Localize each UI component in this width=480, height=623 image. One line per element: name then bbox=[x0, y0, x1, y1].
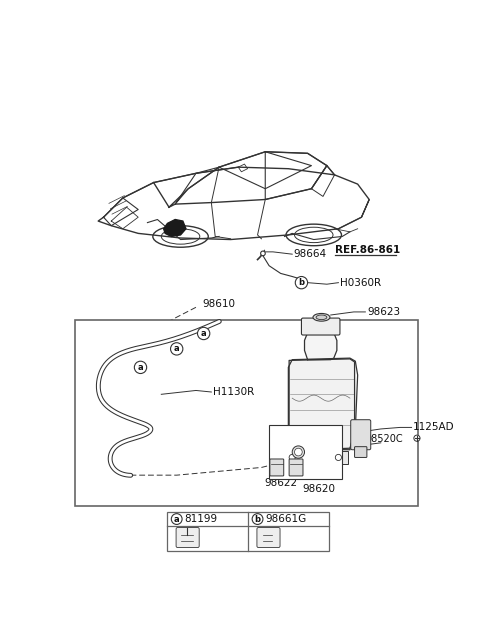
FancyBboxPatch shape bbox=[289, 459, 303, 476]
Circle shape bbox=[134, 361, 147, 374]
FancyBboxPatch shape bbox=[283, 450, 301, 464]
Text: 98610: 98610 bbox=[203, 299, 236, 309]
Circle shape bbox=[171, 513, 182, 525]
Circle shape bbox=[170, 343, 183, 355]
Text: a: a bbox=[174, 515, 180, 523]
Circle shape bbox=[292, 446, 304, 459]
Text: 98620: 98620 bbox=[303, 485, 336, 495]
FancyBboxPatch shape bbox=[301, 318, 340, 335]
Text: 98664: 98664 bbox=[294, 249, 327, 259]
FancyBboxPatch shape bbox=[329, 450, 348, 464]
Text: b: b bbox=[299, 278, 304, 287]
FancyBboxPatch shape bbox=[257, 528, 280, 548]
Ellipse shape bbox=[286, 224, 341, 245]
Circle shape bbox=[261, 251, 265, 255]
Text: a: a bbox=[201, 329, 206, 338]
Ellipse shape bbox=[295, 227, 333, 242]
Text: H0360R: H0360R bbox=[340, 278, 381, 288]
Text: REF.86-861: REF.86-861 bbox=[335, 245, 400, 255]
Polygon shape bbox=[289, 359, 355, 450]
Circle shape bbox=[197, 327, 210, 340]
Text: 98622: 98622 bbox=[264, 478, 297, 488]
Text: 98510F: 98510F bbox=[271, 427, 307, 437]
Text: a: a bbox=[174, 345, 180, 353]
Circle shape bbox=[295, 277, 308, 289]
Text: b: b bbox=[254, 515, 261, 523]
FancyBboxPatch shape bbox=[176, 528, 199, 548]
Bar bbox=[168, 512, 329, 551]
Ellipse shape bbox=[316, 315, 327, 320]
Circle shape bbox=[414, 435, 420, 441]
Text: H1130R: H1130R bbox=[213, 387, 254, 397]
Circle shape bbox=[252, 513, 263, 525]
FancyBboxPatch shape bbox=[355, 447, 367, 457]
Text: 98623: 98623 bbox=[367, 307, 400, 317]
Polygon shape bbox=[164, 219, 186, 237]
Text: a: a bbox=[138, 363, 144, 372]
Ellipse shape bbox=[161, 229, 200, 244]
Text: 1125AD: 1125AD bbox=[413, 422, 455, 432]
Ellipse shape bbox=[153, 226, 208, 247]
Ellipse shape bbox=[313, 313, 330, 321]
Polygon shape bbox=[304, 329, 337, 359]
Circle shape bbox=[336, 454, 341, 460]
Text: 98515A: 98515A bbox=[271, 437, 308, 447]
Text: 81199: 81199 bbox=[184, 514, 217, 524]
Bar bbox=[269, 425, 342, 479]
Bar bbox=[75, 320, 418, 506]
Circle shape bbox=[295, 448, 302, 456]
FancyBboxPatch shape bbox=[351, 420, 371, 450]
Text: 98520C: 98520C bbox=[365, 434, 403, 444]
Text: 98661G: 98661G bbox=[265, 514, 307, 524]
FancyBboxPatch shape bbox=[270, 459, 284, 476]
Circle shape bbox=[289, 454, 295, 460]
